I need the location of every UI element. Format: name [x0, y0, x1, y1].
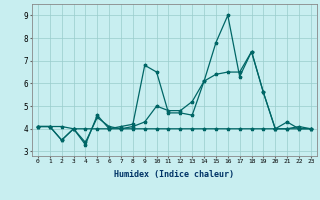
X-axis label: Humidex (Indice chaleur): Humidex (Indice chaleur): [115, 170, 234, 179]
